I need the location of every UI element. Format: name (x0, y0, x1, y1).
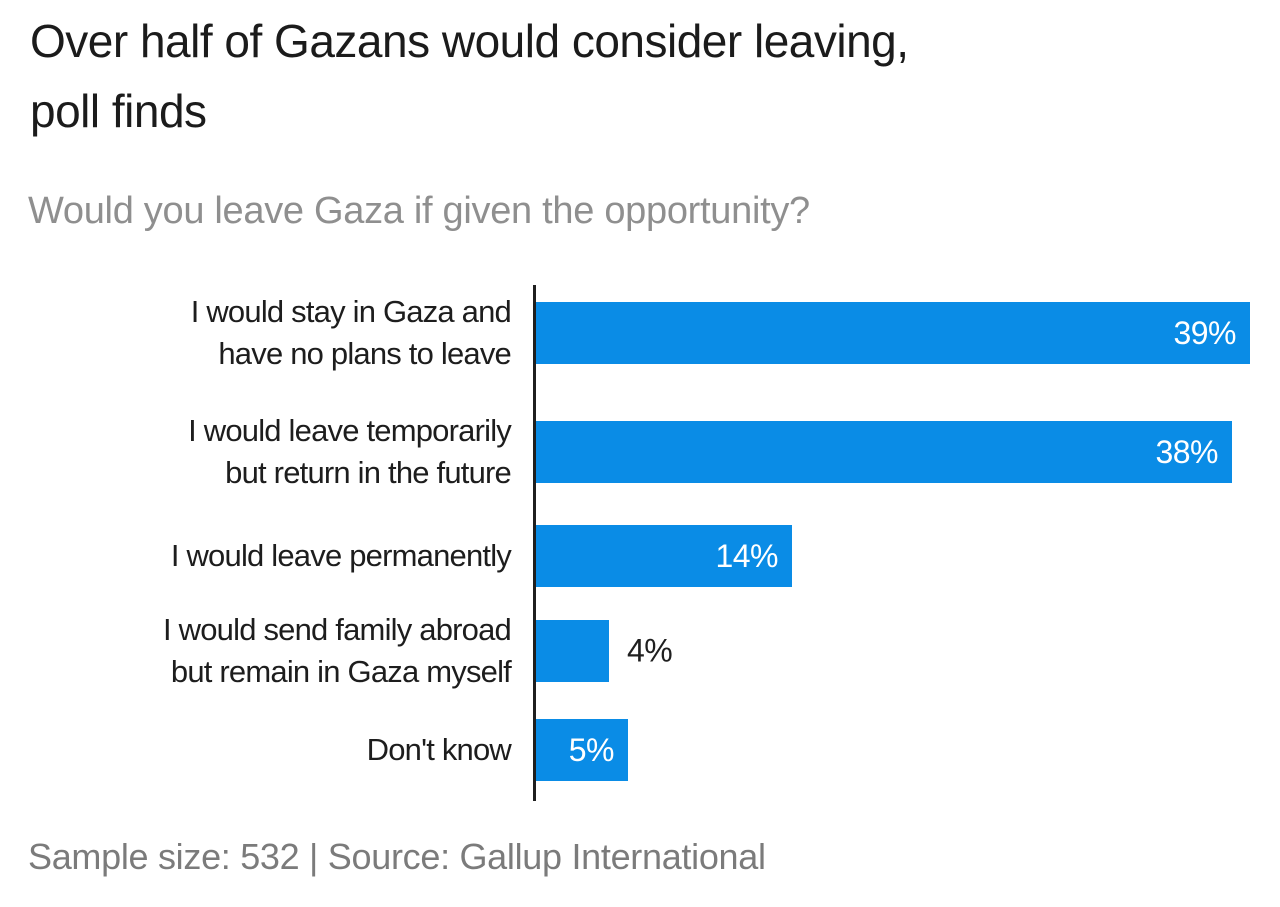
bar-track: 5% (536, 719, 1256, 781)
chart-title: Over half of Gazans would consider leavi… (30, 6, 909, 146)
bar: 38% (536, 421, 1232, 483)
chart-row: I would leave permanently 14% (30, 509, 1256, 603)
bar-track: 39% (536, 302, 1256, 364)
category-label-line: but return in the future (225, 455, 512, 490)
bar-track: 38% (536, 421, 1256, 483)
chart-row: Don't know 5% (30, 699, 1256, 801)
value-label: 5% (568, 731, 615, 768)
category-label: I would stay in Gaza and have no plans to… (30, 291, 533, 375)
category-label: I would leave temporarily but return in t… (30, 410, 533, 494)
category-label-line: I would send family abroad (163, 612, 512, 647)
y-axis-line (533, 285, 536, 801)
value-label: 4% (627, 632, 673, 669)
source-note: Sample size: 532 | Source: Gallup Intern… (28, 836, 766, 877)
chart-row: I would send family abroad but remain in … (30, 603, 1256, 699)
category-label-line: have no plans to leave (218, 336, 511, 371)
category-label-line: but remain in Gaza myself (170, 654, 512, 689)
chart-title-line1: Over half of Gazans would consider leavi… (30, 15, 909, 67)
bar-track: 14% (536, 525, 1256, 587)
chart-subtitle-question: Would you leave Gaza if given the opport… (28, 190, 810, 232)
bar-rows: I would stay in Gaza and have no plans to… (30, 271, 1256, 801)
chart-row: I would stay in Gaza and have no plans to… (30, 271, 1256, 395)
bar: 5% (536, 719, 628, 781)
value-label: 14% (715, 537, 778, 574)
category-label: I would send family abroad but remain in … (30, 609, 533, 693)
category-label-line: I would leave permanently (170, 538, 512, 573)
chart-title-line2: poll finds (30, 85, 207, 137)
bar (536, 620, 609, 682)
bar: 14% (536, 525, 792, 587)
category-label-line: Don't know (366, 732, 512, 767)
bar-track: 4% (536, 620, 1256, 682)
chart-row: I would leave temporarily but return in t… (30, 395, 1256, 509)
category-label: Don't know (30, 729, 533, 771)
category-label-line: I would stay in Gaza and (190, 294, 512, 329)
value-label: 38% (1155, 433, 1218, 470)
value-label: 39% (1173, 314, 1236, 351)
category-label: I would leave permanently (30, 535, 533, 577)
bar: 39% (536, 302, 1250, 364)
category-label-line: I would leave temporarily (188, 413, 512, 448)
bar-chart: I would stay in Gaza and have no plans to… (30, 271, 1256, 801)
